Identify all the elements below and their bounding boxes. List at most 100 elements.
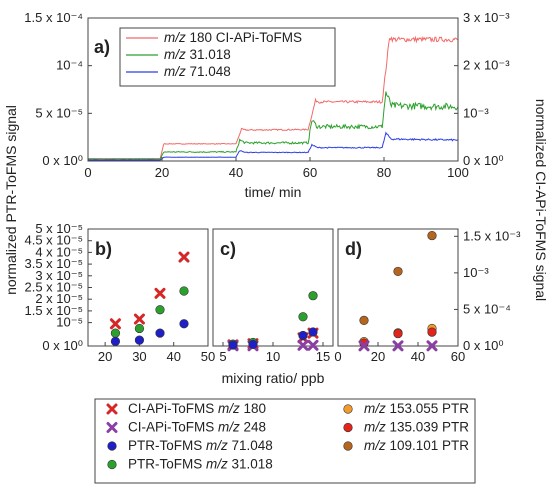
point-ptr31 bbox=[308, 291, 318, 301]
legend-bottom-label: PTR-ToFMS m/z 71.048 bbox=[128, 438, 273, 453]
point-ptr31 bbox=[110, 328, 121, 338]
x-tick-label: 30 bbox=[132, 349, 146, 364]
point-ci180 bbox=[154, 287, 166, 299]
y-tick-label: 2.5 x 10⁻⁵ bbox=[24, 280, 83, 295]
point-ci180 bbox=[109, 318, 121, 330]
legend-marker bbox=[343, 404, 353, 414]
text-span: 135.039 PTR bbox=[386, 420, 470, 435]
y-axis-label-left: normalized PTR-ToFMS signal bbox=[3, 105, 19, 295]
marker-stroke bbox=[154, 287, 166, 299]
x-tick-label: 60 bbox=[451, 349, 465, 364]
legend-marker bbox=[343, 422, 353, 433]
x-tick-label: 20 bbox=[98, 349, 112, 364]
y-tick-label: 10⁻⁵ bbox=[56, 315, 83, 330]
y-tick-label: 5 x 10⁻⁵ bbox=[35, 105, 83, 120]
x-tick-label: 5 bbox=[219, 349, 226, 364]
text-span: PTR-ToFMS bbox=[128, 438, 206, 453]
legend-bottom-label: PTR-ToFMS m/z 31.018 bbox=[128, 457, 273, 472]
point-ptr71 bbox=[110, 336, 121, 346]
text-span: m/z bbox=[218, 401, 240, 416]
marker-stroke bbox=[426, 340, 438, 352]
point-ptr71 bbox=[179, 319, 189, 329]
point-ci248 bbox=[426, 340, 438, 352]
marker-stroke bbox=[178, 251, 190, 263]
point-ptr109 bbox=[359, 315, 369, 326]
legend-marker bbox=[106, 403, 118, 415]
legend-marker bbox=[107, 441, 117, 451]
y-tick-label: 1.5 x 10⁻³ bbox=[463, 228, 521, 243]
text-span: m/z bbox=[218, 420, 240, 435]
x-tick-label: 80 bbox=[377, 165, 391, 180]
point-ptr109 bbox=[393, 266, 403, 277]
text-span: PTR-ToFMS bbox=[128, 457, 206, 472]
text-span: 248 bbox=[240, 420, 266, 435]
y-tick-label: 0 x 10⁰ bbox=[463, 338, 504, 353]
panel-label: b) bbox=[95, 239, 112, 259]
x-tick-label: 10 bbox=[266, 349, 280, 364]
y-axis-label-right: normalized CI-APi-ToFMS signal bbox=[533, 99, 549, 301]
y-tick-label: 2 x 10⁻³ bbox=[463, 58, 510, 73]
marker-stroke bbox=[392, 340, 404, 352]
point-ptr109 bbox=[427, 230, 437, 241]
text-span: m/z bbox=[364, 438, 386, 453]
y-tick-label: 0 x 10⁰ bbox=[42, 338, 83, 353]
x-axis-label: time/ min bbox=[245, 184, 302, 200]
x-tick-label: 60 bbox=[303, 165, 317, 180]
point-ptr31 bbox=[134, 323, 145, 334]
point-ci248 bbox=[307, 339, 319, 351]
point-ptr31 bbox=[155, 305, 165, 315]
y-tick-label: 4 x 10⁻⁵ bbox=[35, 244, 83, 259]
point-ptr71 bbox=[228, 340, 238, 350]
y-tick-label: 3 x 10⁻⁵ bbox=[35, 268, 83, 283]
legend-a-label: m/z 71.048 bbox=[164, 64, 231, 79]
panel-label: c) bbox=[220, 239, 236, 259]
legend-marker bbox=[343, 441, 353, 451]
point-ptr31 bbox=[298, 312, 308, 322]
legend-a-label: m/z 31.018 bbox=[164, 47, 231, 62]
text-span: m/z bbox=[164, 64, 186, 79]
legend-bottom-label: m/z 109.101 PTR bbox=[364, 438, 469, 453]
point-ptr71 bbox=[134, 335, 145, 345]
text-span: 153.055 PTR bbox=[386, 401, 470, 416]
panel-a-frame bbox=[87, 17, 459, 162]
marker-stroke bbox=[297, 339, 309, 351]
text-span: 109.101 PTR bbox=[386, 438, 470, 453]
y-tick-label: 5 x 10⁻⁵ bbox=[35, 221, 83, 236]
point-ptr71 bbox=[308, 327, 318, 337]
point-ci180 bbox=[178, 251, 190, 263]
y-tick-label: 2 x 10⁻⁵ bbox=[35, 291, 83, 306]
panel-label: a) bbox=[94, 37, 110, 57]
legend-marker bbox=[107, 459, 117, 470]
text-span: 180 CI-APi-ToFMS bbox=[186, 30, 302, 45]
marker-stroke bbox=[133, 313, 145, 325]
y-tick-label: 10⁻³ bbox=[463, 105, 489, 120]
y-tick-label: 5 x 10⁻⁴ bbox=[463, 301, 511, 316]
legend-a-label: m/z 180 CI-APi-ToFMS bbox=[164, 30, 302, 45]
point-ptr135 bbox=[427, 327, 437, 337]
marker-stroke bbox=[358, 340, 370, 352]
x-tick-label: 50 bbox=[201, 349, 215, 364]
x-tick-label: 40 bbox=[166, 349, 180, 364]
text-span: 31.018 bbox=[228, 457, 273, 472]
y-tick-label: 1.5 x 10⁻⁴ bbox=[24, 10, 83, 25]
point-ci248 bbox=[358, 340, 370, 352]
text-span: CI-APi-ToFMS bbox=[128, 401, 218, 416]
point-ptr71 bbox=[155, 328, 165, 338]
point-ci248 bbox=[392, 340, 404, 352]
x-tick-label: 100 bbox=[447, 165, 469, 180]
point-ptr71 bbox=[298, 330, 308, 341]
point-ptr31 bbox=[179, 286, 189, 296]
text-span: 180 bbox=[240, 401, 266, 416]
marker-stroke bbox=[106, 422, 118, 433]
legend-bottom-label: CI-APi-ToFMS m/z 180 bbox=[128, 401, 266, 416]
y-tick-label: 1.5 x 10⁻⁵ bbox=[24, 303, 83, 318]
legend-bottom-label: m/z 153.055 PTR bbox=[364, 401, 469, 416]
x-tick-label: 20 bbox=[155, 165, 169, 180]
text-span: 71.048 bbox=[228, 438, 273, 453]
point-ptr135 bbox=[393, 328, 403, 339]
y-tick-label: 10⁻³ bbox=[463, 265, 489, 280]
x-tick-label: 0 bbox=[84, 165, 91, 180]
y-tick-label: 3.5 x 10⁻⁵ bbox=[24, 256, 83, 271]
text-span: 31.018 bbox=[186, 47, 231, 62]
